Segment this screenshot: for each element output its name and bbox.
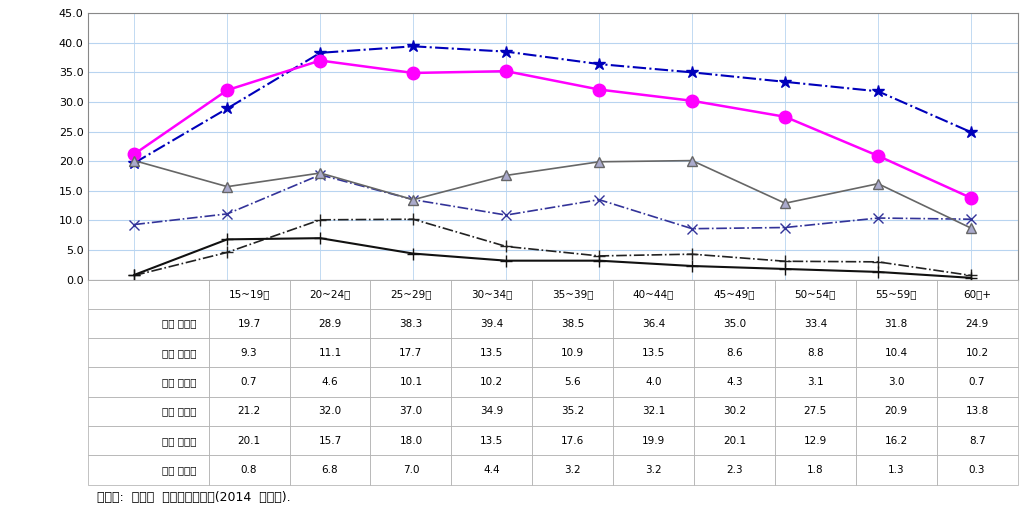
Text: 원자료:  통계청  지역별고용조사(2014  상반기).: 원자료: 통계청 지역별고용조사(2014 상반기). — [97, 491, 290, 504]
